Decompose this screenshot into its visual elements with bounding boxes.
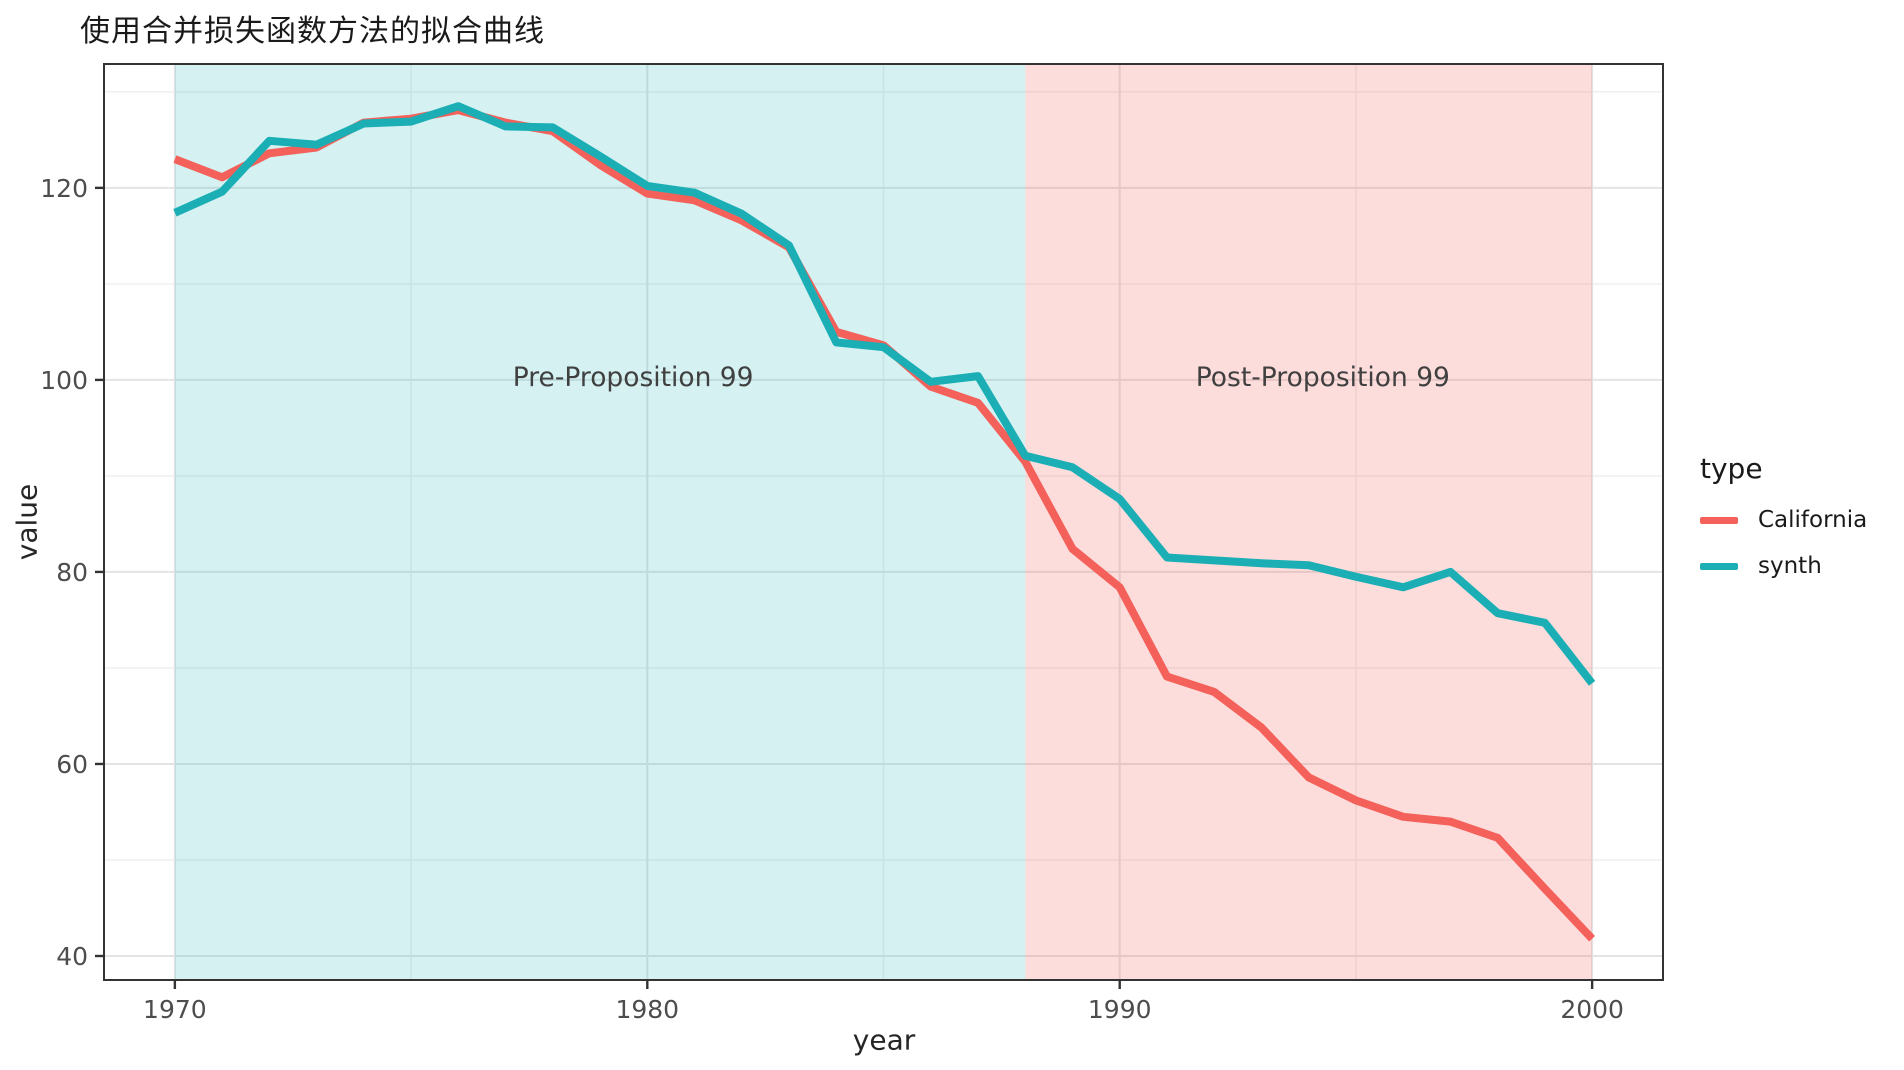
legend: type California synth — [1700, 452, 1867, 599]
legend-label-synth: synth — [1758, 553, 1822, 579]
legend-item-california: California — [1700, 507, 1867, 533]
legend-title: type — [1700, 452, 1763, 485]
legend-item-synth: synth — [1700, 553, 1867, 579]
post-proposition-99-annotation: Post-Proposition 99 — [1196, 362, 1450, 393]
y-tick-label: 120 — [40, 174, 88, 203]
grid-major — [104, 64, 1663, 980]
x-tick-label: 2000 — [1560, 995, 1624, 1024]
california-line-swatch — [1700, 516, 1738, 524]
y-tick-label: 40 — [56, 942, 88, 971]
post-proposition-99-region — [1025, 64, 1593, 980]
pre-proposition-99-region — [174, 64, 1026, 980]
synth-line — [173, 102, 1596, 686]
pre-proposition-99-annotation: Pre-Proposition 99 — [513, 362, 754, 393]
y-tick-label: 80 — [56, 558, 88, 587]
chart-title: 使用合并损失函数方法的拟合曲线 — [80, 14, 545, 49]
x-tick-label: 1990 — [1088, 995, 1152, 1024]
y-tick-label: 60 — [56, 750, 88, 779]
y-axis-title: value — [10, 483, 44, 561]
axis-ticks — [95, 186, 1594, 989]
grid-minor — [104, 64, 1663, 980]
x-axis-title: year — [852, 1023, 916, 1057]
plot-panel-border — [103, 63, 1664, 981]
legend-label-california: California — [1758, 507, 1868, 533]
x-tick-label: 1980 — [615, 995, 679, 1024]
x-tick-label: 1970 — [143, 995, 207, 1024]
y-tick-label: 100 — [40, 366, 88, 395]
synth-line-swatch — [1700, 562, 1738, 570]
